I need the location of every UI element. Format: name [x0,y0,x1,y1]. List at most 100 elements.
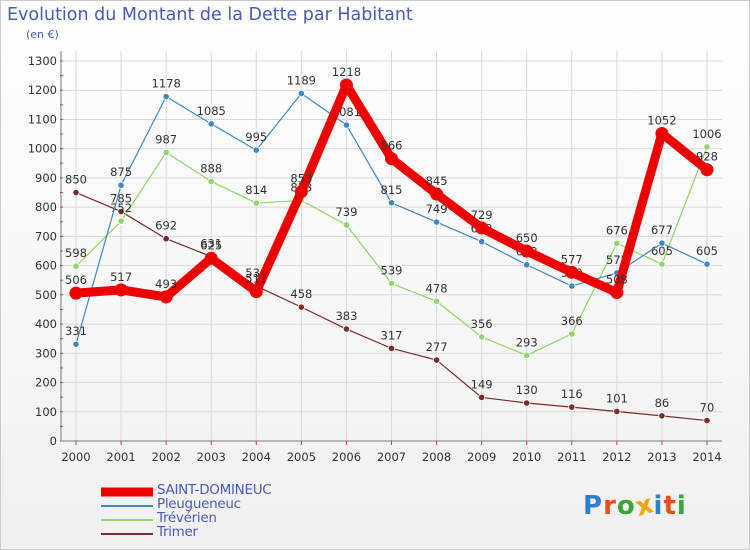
data-label: 966 [381,139,403,153]
x-tick-label: 2009 [467,450,496,464]
data-point [117,181,125,189]
data-label: 928 [696,150,718,164]
data-label: 631 [200,237,222,251]
data-label: 815 [381,183,403,197]
data-point [658,412,666,420]
data-label: 356 [471,317,493,331]
legend-swatch [101,505,153,507]
series-saint-domineuc: 506 517 493 625 511 853 1218 966 845 729 650 577 508… [65,65,718,304]
x-tick-label: 2003 [197,450,226,464]
data-point [252,199,260,207]
data-label: 677 [651,223,673,237]
data-point [342,121,351,129]
data-point [385,152,398,166]
data-point [117,207,125,216]
data-point [297,303,305,311]
x-axis-ticks: 2000 2001 2002 2003 2004 2005 2006 2007 2008 2009… [61,450,721,464]
y-axis-ticks: 0 100 200 300 400 500 600 700 800 900 1000 1100 1200… [28,54,57,448]
data-label: 888 [200,161,222,175]
data-point [387,279,396,288]
data-point [252,146,260,154]
data-point [204,251,218,265]
data-label: 383 [335,309,357,323]
data-point [294,185,308,199]
data-point [655,126,669,140]
data-label: 692 [155,219,177,233]
data-label: 875 [110,165,132,179]
data-label: 1178 [152,77,181,91]
x-tick-label: 2007 [377,450,406,464]
data-label: 845 [426,174,448,188]
data-label: 517 [110,270,132,284]
data-label: 478 [426,281,448,295]
data-point [432,356,441,364]
data-point [478,333,486,341]
x-tick-label: 2002 [152,450,181,464]
data-point [69,286,83,300]
data-point [159,290,173,304]
data-label: 130 [516,383,538,397]
x-tick-label: 2008 [422,450,451,464]
data-point [565,265,579,279]
data-point [339,78,353,92]
legend-swatch [101,519,153,521]
data-label: 458 [290,287,312,301]
legend-swatch [101,487,153,497]
x-tick-label: 2000 [61,450,90,464]
data-label: 598 [65,246,87,260]
data-label: 149 [471,377,493,391]
data-label: 749 [426,202,448,216]
data-point [387,344,396,352]
data-label: 676 [606,223,628,237]
data-point [72,262,80,270]
data-point [432,218,441,226]
proxiti-logo: Proxiti [583,489,687,523]
data-point [342,325,351,333]
data-point [658,239,666,247]
data-point [568,282,576,290]
data-point [703,143,711,151]
data-label: 511 [245,272,267,286]
data-label: 850 [65,173,87,187]
data-point [610,286,624,300]
data-label: 650 [516,231,538,245]
data-point [478,393,486,402]
y-tick-label: 100 [35,405,57,419]
legend-label: Trévérien [157,510,217,526]
x-tick-label: 2010 [512,450,541,464]
data-point [207,120,215,128]
data-point [117,217,125,225]
data-label: 995 [245,130,267,144]
data-point [568,403,576,411]
x-tick-label: 2004 [242,450,271,464]
y-tick-label: 400 [35,317,57,331]
data-label: 116 [561,387,583,401]
y-tick-label: 1300 [28,54,57,68]
data-label: 331 [65,324,87,338]
data-point [249,285,263,299]
data-label: 605 [696,244,718,258]
x-tick-label: 2006 [332,450,361,464]
data-label: 101 [606,391,628,405]
chart-subtitle: (en €) [26,28,59,41]
y-tick-label: 600 [35,259,57,273]
data-point [72,188,80,197]
data-point [207,177,215,186]
data-point [162,148,170,157]
legend-label: SAINT-DOMINEUC [157,482,272,498]
x-tick-label: 2011 [557,450,586,464]
data-point [342,221,351,229]
data-label: 508 [606,273,628,287]
legend-label: Trimer [157,524,198,540]
y-tick-label: 700 [35,229,57,243]
data-point [568,330,576,338]
data-point [700,163,714,177]
x-tick-label: 2012 [602,450,631,464]
data-point [114,283,128,297]
y-tick-label: 1200 [28,83,57,97]
data-point [523,351,531,359]
y-tick-label: 0 [50,434,57,448]
data-label: 277 [426,340,448,354]
data-point [162,93,170,101]
y-tick-label: 200 [35,376,57,390]
